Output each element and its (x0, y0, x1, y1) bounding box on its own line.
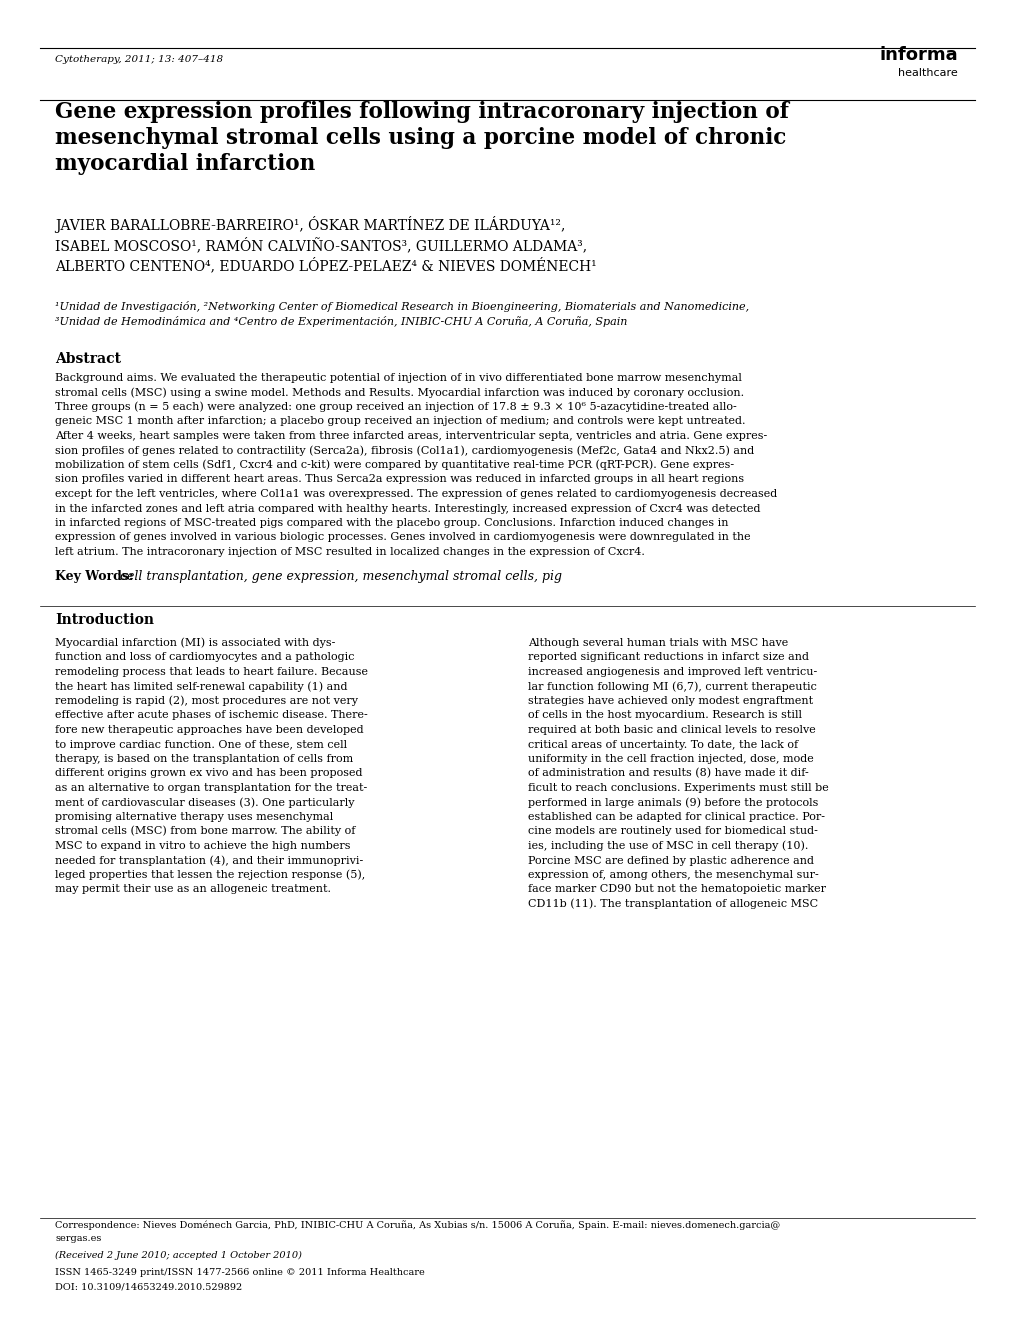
Text: remodeling process that leads to heart failure. Because: remodeling process that leads to heart f… (55, 667, 368, 677)
Text: fore new therapeutic approaches have been developed: fore new therapeutic approaches have bee… (55, 725, 364, 736)
Text: in the infarcted zones and left atria compared with healthy hearts. Interestingl: in the infarcted zones and left atria co… (55, 504, 761, 513)
Text: CD11b (11). The transplantation of allogeneic MSC: CD11b (11). The transplantation of allog… (528, 898, 818, 909)
Text: promising alternative therapy uses mesenchymal: promising alternative therapy uses mesen… (55, 812, 333, 822)
Text: (Received 2 June 2010; accepted 1 October 2010): (Received 2 June 2010; accepted 1 Octobe… (55, 1250, 302, 1259)
Text: Myocardial infarction (MI) is associated with dys-: Myocardial infarction (MI) is associated… (55, 638, 335, 648)
Text: ficult to reach conclusions. Experiments must still be: ficult to reach conclusions. Experiments… (528, 783, 829, 792)
Text: face marker CD90 but not the hematopoietic marker: face marker CD90 but not the hematopoiet… (528, 885, 826, 894)
Text: to improve cardiac function. One of these, stem cell: to improve cardiac function. One of thes… (55, 740, 347, 750)
Text: increased angiogenesis and improved left ventricu-: increased angiogenesis and improved left… (528, 667, 817, 677)
Text: ALBERTO CENTENO⁴, EDUARDO LÓPEZ-PELAEZ⁴ & NIEVES DOMÉNECH¹: ALBERTO CENTENO⁴, EDUARDO LÓPEZ-PELAEZ⁴ … (55, 257, 596, 273)
Text: ISABEL MOSCOSO¹, RAMÓN CALVIÑO-SANTOS³, GUILLERMO ALDAMA³,: ISABEL MOSCOSO¹, RAMÓN CALVIÑO-SANTOS³, … (55, 237, 587, 253)
Text: of administration and results (8) have made it dif-: of administration and results (8) have m… (528, 769, 809, 778)
Text: leged properties that lessen the rejection response (5),: leged properties that lessen the rejecti… (55, 869, 365, 880)
Text: Key Words:: Key Words: (55, 570, 140, 583)
Text: stromal cells (MSC) from bone marrow. The ability of: stromal cells (MSC) from bone marrow. Th… (55, 826, 356, 836)
Text: as an alternative to organ transplantation for the treat-: as an alternative to organ transplantati… (55, 783, 367, 792)
Text: ¹Unidad de Investigación, ²Networking Center of Biomedical Research in Bioengine: ¹Unidad de Investigación, ²Networking Ce… (55, 302, 749, 312)
Text: ment of cardiovascular diseases (3). One particularly: ment of cardiovascular diseases (3). One… (55, 796, 355, 807)
Text: strategies have achieved only modest engraftment: strategies have achieved only modest eng… (528, 696, 813, 706)
Text: in infarcted regions of MSC-treated pigs compared with the placebo group. Conclu: in infarcted regions of MSC-treated pigs… (55, 519, 728, 528)
Text: sergas.es: sergas.es (55, 1234, 102, 1244)
Text: Porcine MSC are defined by plastic adherence and: Porcine MSC are defined by plastic adher… (528, 856, 814, 865)
Text: of cells in the host myocardium. Research is still: of cells in the host myocardium. Researc… (528, 710, 802, 721)
Text: ISSN 1465-3249 print/ISSN 1477-2566 online © 2011 Informa Healthcare: ISSN 1465-3249 print/ISSN 1477-2566 onli… (55, 1267, 425, 1277)
Text: Correspondence: Nieves Doménech Garcia, PhD, INIBIC-CHU A Coruña, As Xubias s/n.: Correspondence: Nieves Doménech Garcia, … (55, 1220, 780, 1230)
Text: required at both basic and clinical levels to resolve: required at both basic and clinical leve… (528, 725, 816, 736)
Text: Introduction: Introduction (55, 613, 154, 627)
Text: myocardial infarction: myocardial infarction (55, 153, 315, 175)
Text: critical areas of uncertainty. To date, the lack of: critical areas of uncertainty. To date, … (528, 740, 799, 750)
Text: ³Unidad de Hemodinámica and ⁴Centro de Experimentación, INIBIC-CHU A Coruña, A C: ³Unidad de Hemodinámica and ⁴Centro de E… (55, 316, 627, 327)
Text: mobilization of stem cells (Sdf1, Cxcr4 and c-kit) were compared by quantitative: mobilization of stem cells (Sdf1, Cxcr4 … (55, 459, 735, 470)
Text: healthcare: healthcare (898, 67, 958, 78)
Text: informa: informa (880, 46, 958, 64)
Text: may permit their use as an allogeneic treatment.: may permit their use as an allogeneic tr… (55, 885, 331, 894)
Text: lar function following MI (6,7), current therapeutic: lar function following MI (6,7), current… (528, 681, 817, 692)
Text: Gene expression profiles following intracoronary injection of: Gene expression profiles following intra… (55, 101, 789, 123)
Text: different origins grown ex vivo and has been proposed: different origins grown ex vivo and has … (55, 769, 363, 778)
Text: uniformity in the cell fraction injected, dose, mode: uniformity in the cell fraction injected… (528, 754, 814, 763)
Text: reported significant reductions in infarct size and: reported significant reductions in infar… (528, 652, 809, 663)
Text: stromal cells (MSC) using a swine model. Methods and Results. Myocardial infarct: stromal cells (MSC) using a swine model.… (55, 386, 744, 397)
Text: sion profiles varied in different heart areas. Thus Serca2a expression was reduc: sion profiles varied in different heart … (55, 475, 744, 484)
Text: performed in large animals (9) before the protocols: performed in large animals (9) before th… (528, 796, 818, 807)
Text: left atrium. The intracoronary injection of MSC resulted in localized changes in: left atrium. The intracoronary injection… (55, 546, 645, 557)
Text: Abstract: Abstract (55, 352, 121, 366)
Text: MSC to expand in vitro to achieve the high numbers: MSC to expand in vitro to achieve the hi… (55, 841, 351, 851)
Text: therapy, is based on the transplantation of cells from: therapy, is based on the transplantation… (55, 754, 354, 763)
Text: remodeling is rapid (2), most procedures are not very: remodeling is rapid (2), most procedures… (55, 696, 358, 706)
Text: the heart has limited self-renewal capability (1) and: the heart has limited self-renewal capab… (55, 681, 347, 692)
Text: Background aims. We evaluated the therapeutic potential of injection of in vivo : Background aims. We evaluated the therap… (55, 373, 742, 382)
Text: geneic MSC 1 month after infarction; a placebo group received an injection of me: geneic MSC 1 month after infarction; a p… (55, 417, 746, 426)
Text: After 4 weeks, heart samples were taken from three infarcted areas, interventric: After 4 weeks, heart samples were taken … (55, 431, 767, 441)
Text: effective after acute phases of ischemic disease. There-: effective after acute phases of ischemic… (55, 710, 368, 721)
Text: except for the left ventricles, where Col1a1 was overexpressed. The expression o: except for the left ventricles, where Co… (55, 490, 777, 499)
Text: established can be adapted for clinical practice. Por-: established can be adapted for clinical … (528, 812, 825, 822)
Text: function and loss of cardiomyocytes and a pathologic: function and loss of cardiomyocytes and … (55, 652, 355, 663)
Text: cine models are routinely used for biomedical stud-: cine models are routinely used for biome… (528, 827, 818, 836)
Text: cell transplantation, gene expression, mesenchymal stromal cells, pig: cell transplantation, gene expression, m… (120, 570, 562, 583)
Text: JAVIER BARALLOBRE-BARREIRO¹, ÓSKAR MARTÍNEZ DE ILÁRDUYA¹²,: JAVIER BARALLOBRE-BARREIRO¹, ÓSKAR MARTÍ… (55, 216, 565, 233)
Text: expression of, among others, the mesenchymal sur-: expression of, among others, the mesench… (528, 871, 819, 880)
Text: Cytotherapy, 2011; 13: 407–418: Cytotherapy, 2011; 13: 407–418 (55, 56, 224, 64)
Text: Three groups (n = 5 each) were analyzed: one group received an injection of 17.8: Three groups (n = 5 each) were analyzed:… (55, 401, 737, 411)
Text: mesenchymal stromal cells using a porcine model of chronic: mesenchymal stromal cells using a porcin… (55, 127, 786, 149)
Text: Although several human trials with MSC have: Although several human trials with MSC h… (528, 638, 788, 648)
Text: ies, including the use of MSC in cell therapy (10).: ies, including the use of MSC in cell th… (528, 840, 809, 851)
Text: expression of genes involved in various biologic processes. Genes involved in ca: expression of genes involved in various … (55, 532, 751, 542)
Text: sion profiles of genes related to contractility (Serca2a), fibrosis (Col1a1), ca: sion profiles of genes related to contra… (55, 445, 754, 455)
Text: DOI: 10.3109/14653249.2010.529892: DOI: 10.3109/14653249.2010.529892 (55, 1283, 242, 1293)
Text: needed for transplantation (4), and their immunoprivi-: needed for transplantation (4), and thei… (55, 855, 364, 865)
